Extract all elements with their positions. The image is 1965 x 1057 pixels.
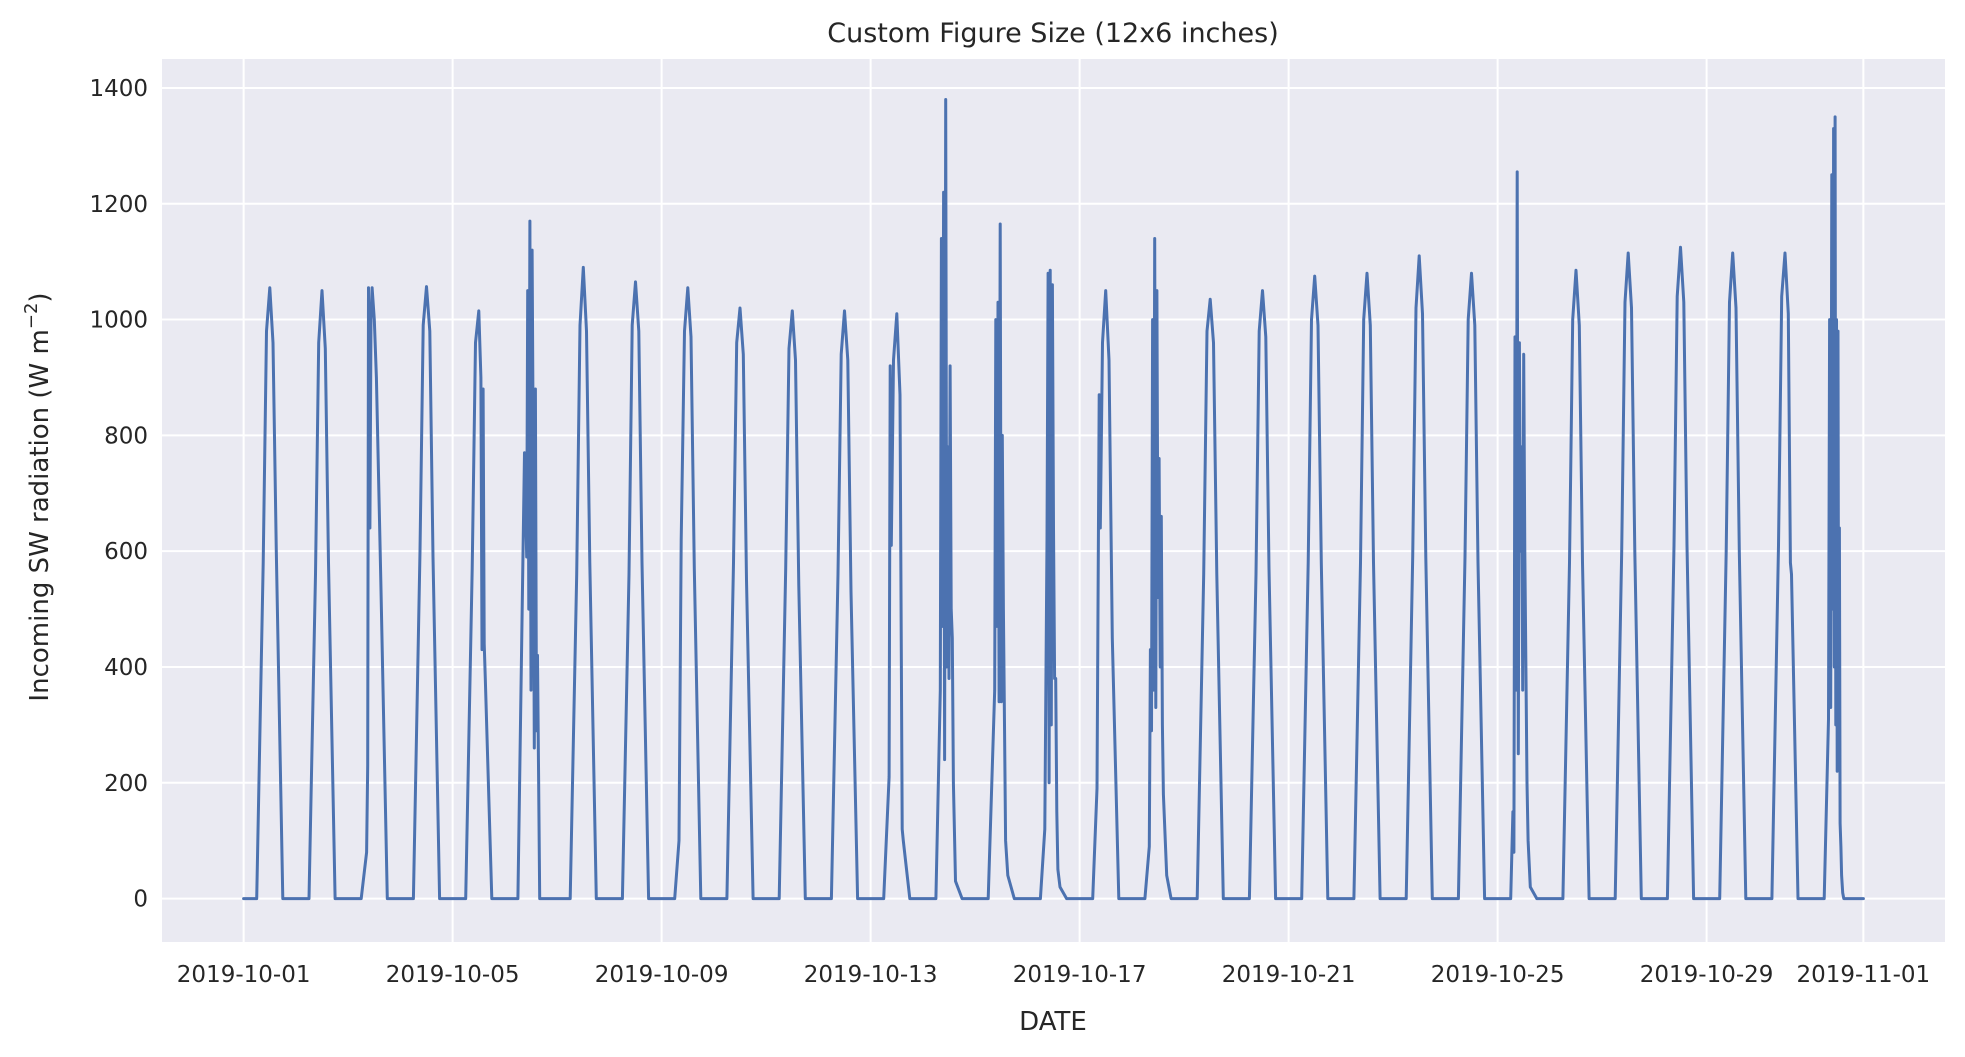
y-axis-label: Incoming SW radiation (W m−2) bbox=[21, 292, 55, 701]
y-tick-label: 600 bbox=[104, 539, 148, 565]
x-tick-label: 2019-10-29 bbox=[1640, 962, 1774, 988]
y-tick-labels: 0 200 400 600 800 1000 1200 1400 bbox=[89, 76, 148, 913]
series-line bbox=[242, 98, 1865, 901]
y-axis-label-main: Incoming SW radiation (W m bbox=[25, 329, 55, 701]
x-tick-label: 2019-11-01 bbox=[1797, 962, 1931, 988]
x-tick-label: 2019-10-13 bbox=[804, 962, 938, 988]
x-tick-label: 2019-10-01 bbox=[177, 962, 311, 988]
chart-title: Custom Figure Size (12x6 inches) bbox=[827, 18, 1278, 49]
x-tick-labels: 2019-10-01 2019-10-05 2019-10-09 2019-10-13… bbox=[177, 962, 1930, 988]
y-tick-label: 1400 bbox=[89, 76, 148, 102]
x-tick-label: 2019-10-05 bbox=[386, 962, 520, 988]
y-axis-label-superscript: −2 bbox=[21, 303, 42, 330]
y-tick-label: 1200 bbox=[89, 192, 148, 218]
y-tick-label: 1000 bbox=[89, 308, 148, 334]
y-tick-label: 200 bbox=[104, 771, 148, 797]
y-tick-label: 0 bbox=[133, 887, 148, 913]
x-tick-label: 2019-10-25 bbox=[1431, 962, 1565, 988]
y-tick-label: 800 bbox=[104, 423, 148, 449]
y-axis-label-close: ) bbox=[25, 292, 55, 302]
x-tick-label: 2019-10-21 bbox=[1222, 962, 1356, 988]
y-tick-label: 400 bbox=[104, 655, 148, 681]
x-tick-label: 2019-10-09 bbox=[595, 962, 729, 988]
x-tick-label: 2019-10-17 bbox=[1013, 962, 1147, 988]
x-axis-label: DATE bbox=[1019, 1007, 1087, 1037]
